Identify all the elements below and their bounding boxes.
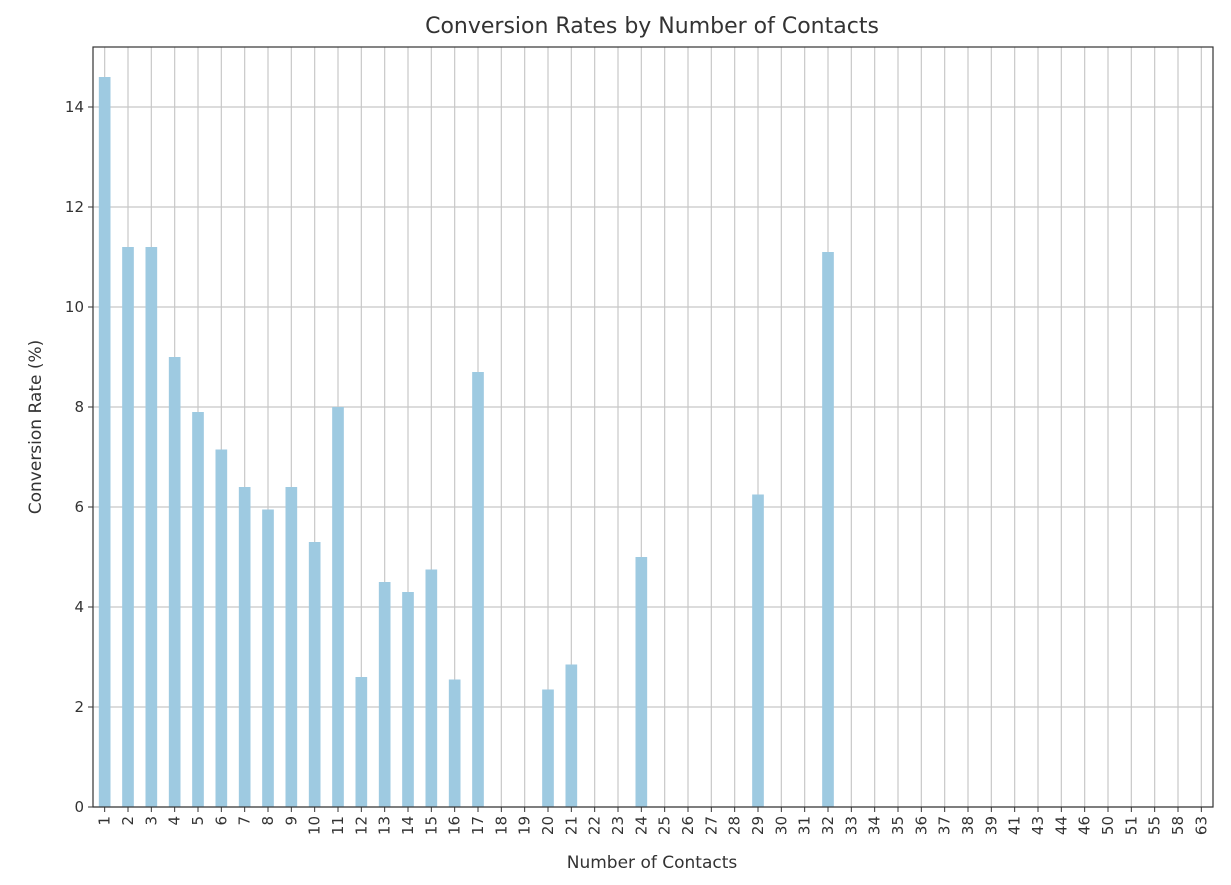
x-tick-label: 9 [282,816,300,826]
bar-contacts-17 [472,372,484,807]
bar-contacts-15 [425,569,438,807]
x-tick-label: 24 [632,816,650,835]
x-tick-label: 31 [796,816,814,835]
bar-contacts-5 [192,412,204,807]
y-tick-label: 2 [74,698,84,716]
x-tick-label: 41 [1006,816,1024,835]
x-tick-label: 5 [189,816,207,826]
bar-contacts-9 [285,487,298,807]
x-tick-label: 7 [236,816,254,826]
x-tick-label: 55 [1146,816,1164,835]
x-tick-label: 43 [1029,816,1047,835]
y-tick-label: 6 [74,498,84,516]
bar-contacts-12 [355,677,368,807]
y-tick-label: 12 [65,198,84,216]
bars [98,77,834,807]
bar-contacts-13 [378,582,391,807]
x-tick-label: 18 [492,816,510,835]
x-tick-label: 17 [469,816,487,835]
x-tick-label: 1 [96,816,114,826]
bar-contacts-10 [308,542,321,807]
bar-contacts-14 [402,592,414,807]
x-tick-label: 15 [422,816,440,835]
x-tick-label: 6 [212,816,230,826]
x-tick-label: 63 [1192,816,1210,835]
bar-contacts-2 [122,247,134,807]
grid-lines [93,47,1213,808]
bar-contacts-6 [215,449,228,807]
bar-contacts-1 [98,77,111,807]
y-tick-label: 4 [74,598,84,616]
x-tick-label: 22 [586,816,604,835]
x-tick-label: 10 [306,816,324,835]
y-tick-label: 14 [65,98,84,116]
x-tick-label: 4 [166,816,184,826]
x-tick-label: 23 [609,816,627,835]
x-tick-label: 35 [889,816,907,835]
x-tick-label: 32 [819,816,837,835]
bar-contacts-24 [635,557,648,807]
x-tick-label: 38 [959,816,977,835]
x-tick-label: 26 [679,816,697,835]
x-tick-label: 28 [726,816,744,835]
x-tick-label: 13 [376,816,394,835]
x-tick-label: 12 [352,816,370,835]
bar-contacts-3 [145,247,158,807]
x-tick-label: 25 [656,816,674,835]
x-tick-label: 44 [1052,816,1070,835]
bar-contacts-21 [565,664,578,807]
plot-frame [92,46,1214,808]
x-tick-label: 30 [772,816,790,835]
x-axis-label: Number of Contacts [567,853,738,873]
chart-title: Conversion Rates by Number of Contacts [425,14,879,39]
bar-contacts-8 [262,509,274,807]
x-axis-ticks: 1 2 3 4 5 6 7 8 9 10 11 12 13 14 15 16 17 18 19 20 21 22 23 24 2… [96,807,1210,835]
bar-contacts-4 [168,357,181,807]
x-tick-label: 34 [866,816,884,835]
x-tick-label: 36 [912,816,930,835]
x-tick-label: 27 [702,816,720,835]
x-tick-label: 29 [749,816,767,835]
x-tick-label: 58 [1169,816,1187,835]
x-tick-label: 46 [1076,816,1094,835]
x-tick-label: 51 [1122,816,1140,835]
x-tick-label: 19 [516,816,534,835]
y-tick-label: 8 [74,398,84,416]
bar-contacts-11 [332,407,344,807]
bar-contacts-29 [752,494,764,807]
bar-contacts-7 [238,487,251,807]
x-tick-label: 39 [982,816,1000,835]
x-tick-label: 20 [539,816,557,835]
x-tick-label: 37 [936,816,954,835]
x-tick-label: 21 [562,816,580,835]
y-axis-label: Conversion Rate (%) [26,340,46,515]
x-tick-label: 33 [842,816,860,835]
y-tick-label: 0 [74,798,84,816]
bar-contacts-32 [822,252,834,807]
x-tick-label: 14 [399,816,417,835]
y-tick-label: 10 [65,298,84,316]
x-tick-label: 2 [119,816,137,826]
bar-contacts-20 [542,689,554,807]
y-axis-ticks: 0 2 4 6 8 10 12 14 [65,98,93,816]
x-tick-label: 3 [142,816,160,826]
x-tick-label: 11 [329,816,347,835]
x-tick-label: 8 [259,816,277,826]
x-tick-label: 50 [1099,816,1117,835]
bar-contacts-16 [448,679,461,807]
x-tick-label: 16 [446,816,464,835]
